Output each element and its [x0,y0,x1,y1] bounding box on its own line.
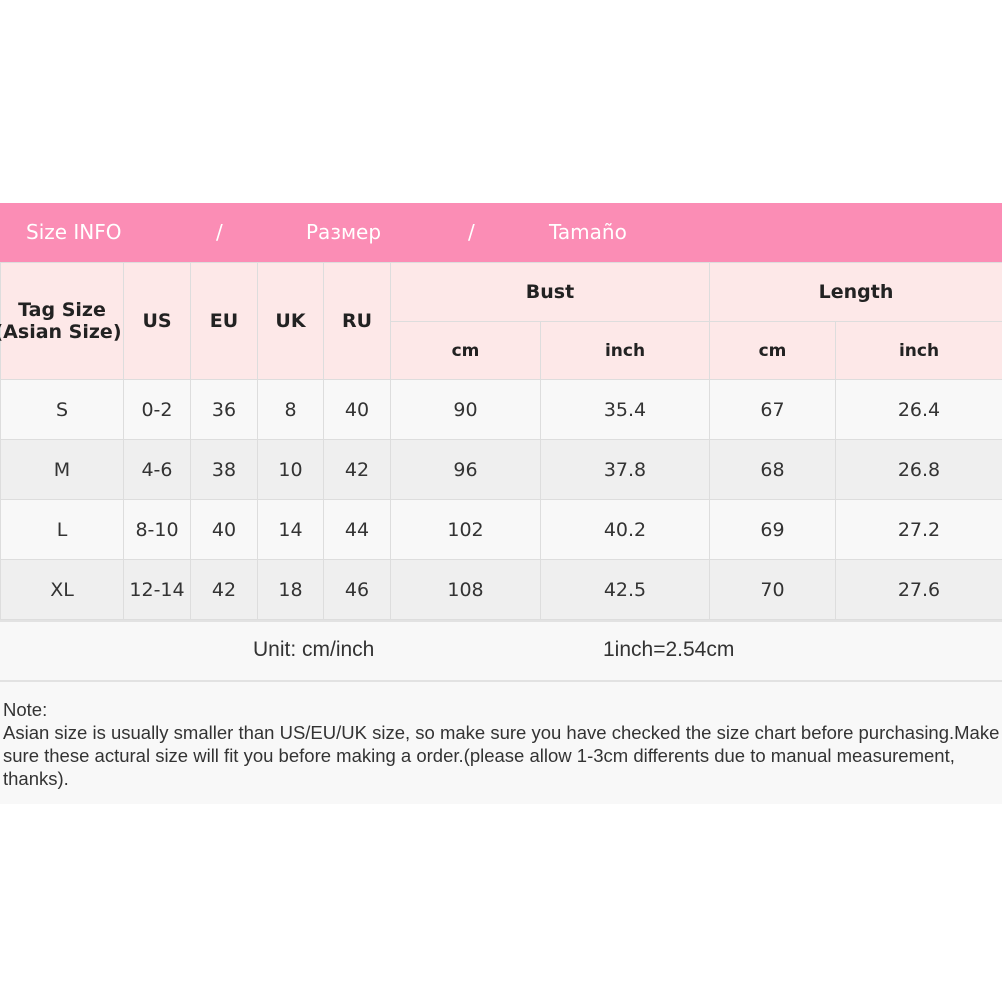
cell-eu: 38 [190,439,258,500]
table-row: S 0-2 36 8 40 90 35.4 67 26.4 [0,379,1002,440]
cell-us: 12-14 [123,559,191,620]
cell-length-cm: 70 [709,559,836,620]
unit-label: Unit: cm/inch [253,638,375,661]
cell-length-cm: 68 [709,439,836,500]
cell-length-cm: 67 [709,379,836,440]
cell-ru: 44 [323,499,391,560]
cell-length-inch: 26.4 [834,379,1002,440]
cell-length-inch: 26.8 [834,439,1002,500]
header-length: Length [708,262,1002,322]
cell-eu: 40 [190,499,258,560]
banner-title-es: Tamaño [549,220,627,244]
table-row: XL 12-14 42 18 46 108 42.5 70 27.6 [0,559,1002,620]
cell-bust-cm: 90 [390,379,541,440]
header-eu: EU [190,262,258,380]
cell-tag-size: M [0,439,124,500]
unit-conversion: 1inch=2.54cm [603,638,735,661]
cell-uk: 8 [257,379,324,440]
note-title: Note: [3,699,48,720]
cell-uk: 10 [257,439,324,500]
banner-separator: / [216,220,223,244]
cell-us: 8-10 [123,499,191,560]
cell-uk: 18 [257,559,324,620]
header-asian-label: (Asian Size) [0,321,122,343]
cell-ru: 46 [323,559,391,620]
cell-bust-inch: 42.5 [540,559,710,620]
cell-length-inch: 27.6 [834,559,1002,620]
note-text: Asian size is usually smaller than US/EU… [3,722,1000,789]
header-length-cm: cm [709,321,836,380]
note: Note: Asian size is usually smaller than… [0,682,1002,804]
header-bust-cm: cm [390,321,541,380]
cell-ru: 42 [323,439,391,500]
table-row: M 4-6 38 10 42 96 37.8 68 26.8 [0,439,1002,500]
cell-bust-inch: 37.8 [540,439,710,500]
cell-eu: 42 [190,559,258,620]
header-bust-inch: inch [540,321,710,380]
header-ru: RU [323,262,391,380]
header-uk: UK [257,262,324,380]
banner-separator: / [468,220,475,244]
cell-tag-size: XL [0,559,124,620]
banner: Size INFO / Размер / Tamaño [0,203,1002,262]
banner-title-en: Size INFO [26,220,122,244]
cell-bust-inch: 35.4 [540,379,710,440]
cell-uk: 14 [257,499,324,560]
header-tag-label: Tag Size [18,299,106,321]
size-chart: Size INFO / Размер / Tamaño Tag Size (Asi… [0,203,1002,804]
size-table: Tag Size (Asian Size) US EU UK RU Bust Le… [0,262,1002,620]
header-bust: Bust [390,262,710,322]
cell-us: 0-2 [123,379,191,440]
cell-ru: 40 [323,379,391,440]
banner-title-ru: Размер [306,220,382,244]
unit-row: Unit: cm/inch 1inch=2.54cm [0,620,1002,682]
header-tag-size: Tag Size (Asian Size) [0,262,124,380]
cell-us: 4-6 [123,439,191,500]
cell-length-inch: 27.2 [834,499,1002,560]
cell-bust-cm: 96 [390,439,541,500]
cell-eu: 36 [190,379,258,440]
cell-bust-cm: 102 [390,499,541,560]
cell-tag-size: S [0,379,124,440]
header-us: US [123,262,191,380]
cell-bust-inch: 40.2 [540,499,710,560]
cell-bust-cm: 108 [390,559,541,620]
table-row: L 8-10 40 14 44 102 40.2 69 27.2 [0,499,1002,560]
cell-tag-size: L [0,499,124,560]
cell-length-cm: 69 [709,499,836,560]
header-length-inch: inch [834,321,1002,380]
